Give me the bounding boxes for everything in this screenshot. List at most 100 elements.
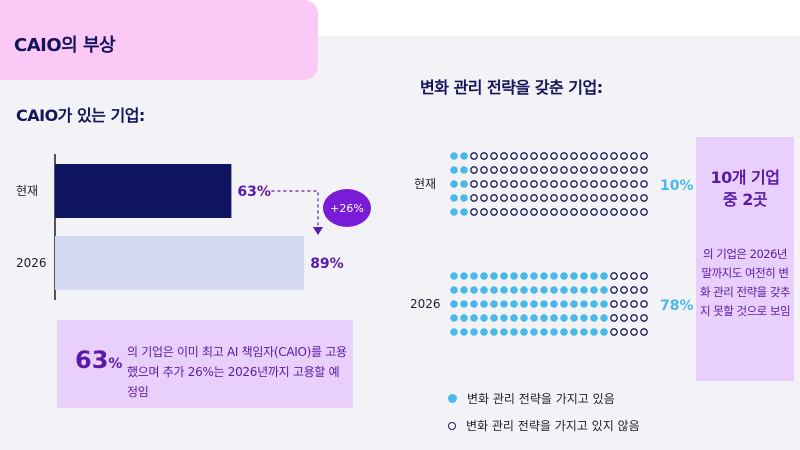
caio-bar-chart: 현재 63% 2026 89% +26% xyxy=(16,154,371,300)
dot-filled xyxy=(460,286,468,294)
dot-filled xyxy=(570,328,578,336)
change-arrow-head-icon xyxy=(313,227,323,235)
dot-empty xyxy=(640,328,648,336)
dot-filled xyxy=(500,300,508,308)
dot-empty xyxy=(620,180,628,188)
dot-filled xyxy=(560,286,568,294)
dot-empty xyxy=(610,286,618,294)
dot-empty xyxy=(510,152,518,160)
dot-filled xyxy=(470,300,478,308)
dot-empty xyxy=(620,194,628,202)
dot-empty xyxy=(610,208,618,216)
page-title: CAIO의 부상 xyxy=(14,35,116,56)
dot-filled xyxy=(550,286,558,294)
dot-filled xyxy=(450,272,458,280)
dot-empty xyxy=(480,180,488,188)
dot-empty xyxy=(500,166,508,174)
dot-empty xyxy=(470,152,478,160)
dot-filled xyxy=(450,208,458,216)
dot-filled xyxy=(490,272,498,280)
dot-filled xyxy=(550,314,558,322)
dot-filled xyxy=(500,286,508,294)
dot-filled xyxy=(530,300,538,308)
dot-empty xyxy=(580,208,588,216)
dot-empty xyxy=(630,152,638,160)
dot-empty xyxy=(630,180,638,188)
dot-empty xyxy=(490,208,498,216)
legend-label-not: 변화 관리 전략을 가지고 있지 않음 xyxy=(466,419,640,433)
dot-filled xyxy=(580,272,588,280)
callout-text: 의 기업은 이미 최고 AI 책임자(CAIO)를 고용했으며 추가 26%는 … xyxy=(127,345,347,399)
dot-filled xyxy=(450,152,458,160)
dot-filled xyxy=(500,328,508,336)
dot-empty xyxy=(640,208,648,216)
dot-chart-title: 변화 관리 전략을 갖춘 기업: xyxy=(420,78,603,97)
dot-empty xyxy=(600,180,608,188)
dot-filled xyxy=(470,328,478,336)
change-badge xyxy=(323,189,371,227)
change-arrow-line xyxy=(271,190,319,228)
dot-filled xyxy=(600,314,608,322)
dot-empty xyxy=(610,194,618,202)
dot-filled xyxy=(480,272,488,280)
dot-empty xyxy=(520,180,528,188)
dot-filled xyxy=(460,180,468,188)
dot-filled xyxy=(590,314,598,322)
dot-empty xyxy=(470,180,478,188)
dot-value-label: 78% xyxy=(660,298,694,314)
dot-empty xyxy=(640,286,648,294)
dot-empty xyxy=(520,208,528,216)
dot-empty xyxy=(490,194,498,202)
dot-empty xyxy=(490,180,498,188)
dot-filled xyxy=(580,300,588,308)
legend-item-has: 변화 관리 전략을 가지고 있음 xyxy=(448,390,615,407)
dot-filled xyxy=(490,300,498,308)
dot-empty xyxy=(510,180,518,188)
dot-empty xyxy=(590,194,598,202)
dot-filled xyxy=(600,286,608,294)
dot-filled xyxy=(450,166,458,174)
dot-empty xyxy=(530,152,538,160)
dot-filled xyxy=(480,286,488,294)
dot-empty xyxy=(620,166,628,174)
dot-filled xyxy=(590,272,598,280)
dot-empty xyxy=(580,180,588,188)
title-tab: CAIO의 부상 xyxy=(0,0,318,80)
dot-empty xyxy=(550,180,558,188)
dot-filled xyxy=(580,286,588,294)
dot-filled xyxy=(460,152,468,160)
dot-empty xyxy=(640,166,648,174)
dot-empty xyxy=(630,208,638,216)
dot-empty xyxy=(500,152,508,160)
dot-filled xyxy=(520,300,528,308)
dot-empty xyxy=(490,166,498,174)
dot-filled xyxy=(570,272,578,280)
callout-pct: 63% xyxy=(75,346,122,374)
callout-pct-sign: % xyxy=(108,356,123,372)
dot-empty xyxy=(520,166,528,174)
dot-filled xyxy=(600,300,608,308)
dot-empty xyxy=(560,208,568,216)
dot-value-label: 10% xyxy=(660,178,694,194)
dot-filled xyxy=(480,300,488,308)
dot-empty xyxy=(600,208,608,216)
dot-filled xyxy=(570,300,578,308)
dot-empty xyxy=(540,208,548,216)
dot-filled xyxy=(580,314,588,322)
dot-empty xyxy=(540,166,548,174)
dot-filled xyxy=(570,314,578,322)
dot-filled xyxy=(600,272,608,280)
dot-filled xyxy=(540,328,548,336)
dot-empty xyxy=(620,152,628,160)
value-label: 63% xyxy=(237,184,271,200)
dot-filled xyxy=(470,286,478,294)
dot-filled xyxy=(530,314,538,322)
dot-empty xyxy=(550,208,558,216)
dot-empty xyxy=(610,180,618,188)
dot-empty xyxy=(620,328,628,336)
change-mgmt-dot-chart: 현재 10% 2026 78% xyxy=(410,152,694,336)
dot-empty xyxy=(630,314,638,322)
change-badge-label: +26% xyxy=(330,202,364,215)
dot-empty xyxy=(480,194,488,202)
dot-filled xyxy=(450,314,458,322)
